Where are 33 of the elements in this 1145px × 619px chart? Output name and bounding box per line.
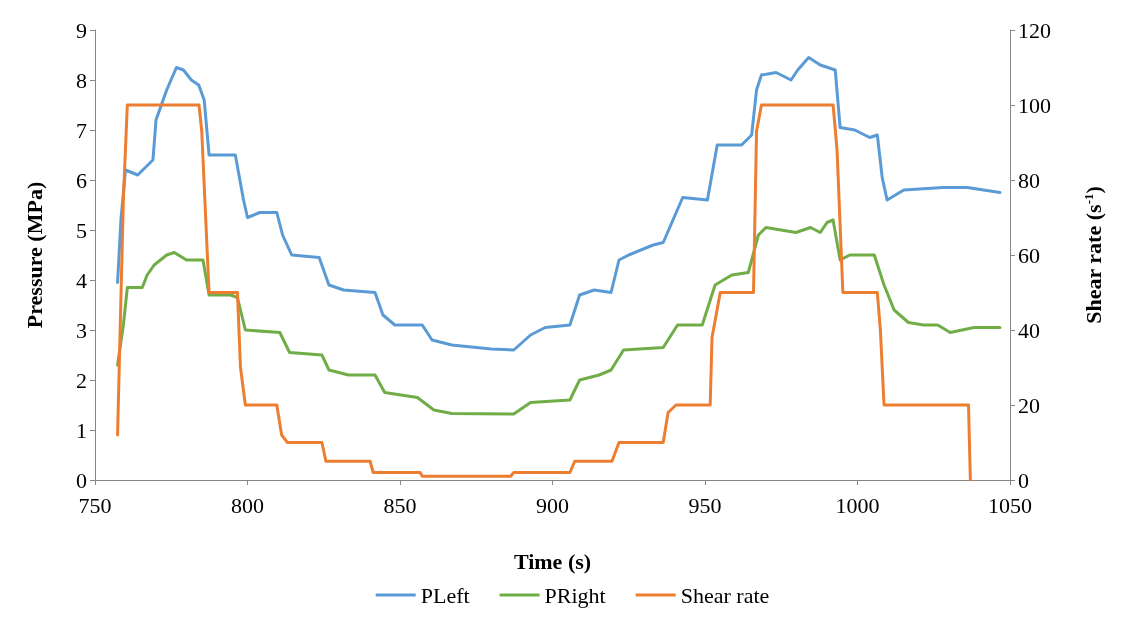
legend-label: PLeft: [420, 582, 470, 608]
x-tick-label: 1050: [988, 492, 1032, 518]
x-tick-label: 850: [383, 492, 417, 518]
line-series: [116, 218, 1002, 416]
y-axis-title: Pressure (MPa): [21, 181, 47, 329]
x-tick-label: 900: [536, 492, 569, 518]
x-tick-label: 950: [688, 492, 722, 518]
y2-tick-label: 0: [1018, 467, 1029, 493]
y-tick-label: 5: [76, 217, 87, 243]
y-tick-label: 4: [76, 267, 87, 293]
y2-tick-label: 120: [1018, 17, 1051, 43]
y2-tick-label: 40: [1018, 317, 1040, 343]
y-tick-label: 2: [76, 367, 87, 393]
y-tick-label: 8: [76, 67, 87, 93]
legend-label: Shear rate: [680, 582, 770, 608]
y2-tick-label: 100: [1018, 92, 1051, 118]
x-tick-label: 1000: [835, 492, 880, 518]
legend-label: PRight: [544, 582, 606, 608]
y2-tick-label: 60: [1018, 242, 1040, 268]
y-tick-label: 7: [76, 117, 87, 143]
y-tick-label: 1: [76, 417, 87, 443]
y-tick-label: 3: [76, 317, 87, 343]
y2-tick-label: 80: [1018, 167, 1040, 193]
line-series: [116, 56, 1002, 352]
y-tick-label: 6: [76, 167, 87, 193]
x-tick-label: 800: [231, 492, 264, 518]
x-axis-title: Time (s): [513, 548, 592, 574]
y2-axis-title: Shear rate (s-1): [1081, 186, 1106, 324]
line-series: [116, 103, 972, 482]
x-tick-label: 750: [78, 492, 112, 518]
y-tick-label: 9: [76, 17, 87, 43]
y-tick-label: 0: [76, 467, 87, 493]
y2-tick-label: 20: [1018, 392, 1040, 418]
